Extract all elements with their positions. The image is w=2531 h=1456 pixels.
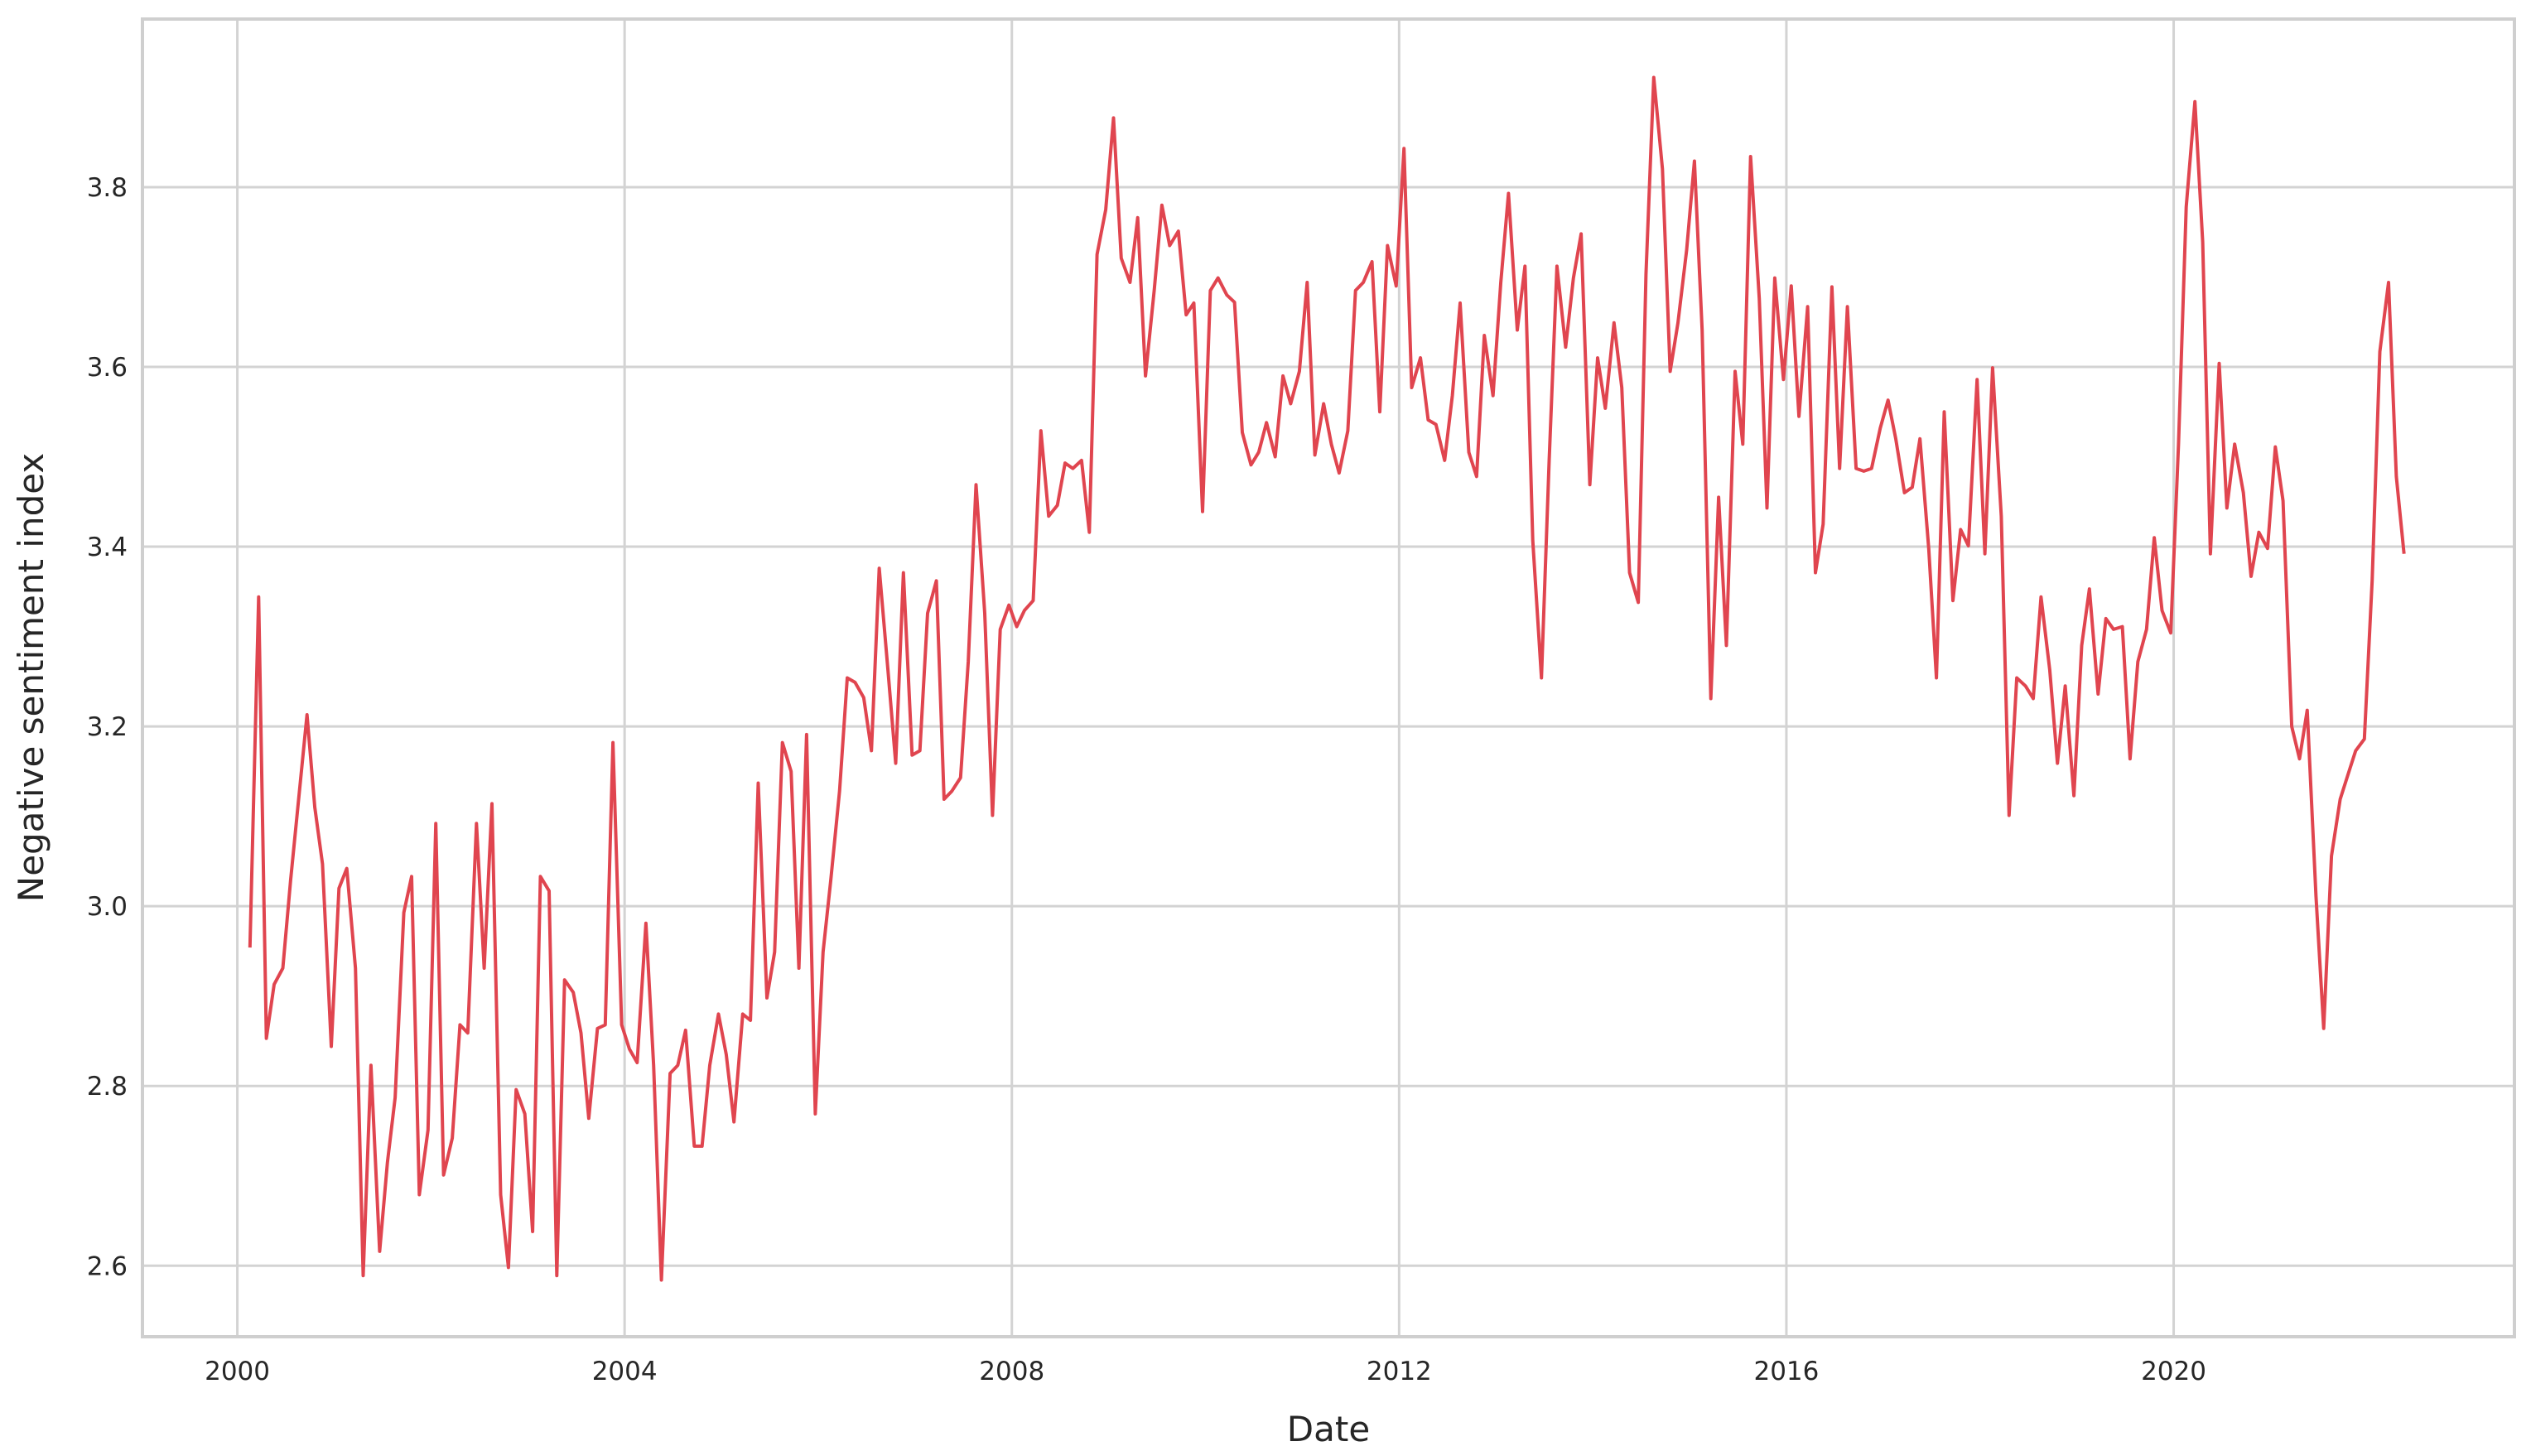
- y-axis-label: Negative sentiment index: [11, 453, 51, 902]
- x-tick-label: 2008: [979, 1357, 1044, 1386]
- x-tick-label: 2016: [1753, 1357, 1819, 1386]
- x-tick-label: 2004: [592, 1357, 658, 1386]
- y-tick-label: 3.6: [87, 353, 128, 383]
- y-tick-label: 3.0: [87, 892, 128, 922]
- x-axis-label: Date: [1287, 1409, 1370, 1449]
- y-tick-label: 2.6: [87, 1251, 128, 1281]
- plot-frame: [141, 17, 2516, 1338]
- data-line: [248, 75, 2406, 1282]
- y-tick-label: 3.2: [87, 712, 128, 742]
- y-tick-label: 3.4: [87, 533, 128, 562]
- y-tick-label: 3.8: [87, 173, 128, 203]
- x-tick-label: 2000: [205, 1357, 270, 1386]
- y-tick-label: 2.8: [87, 1072, 128, 1102]
- x-tick-label: 2020: [2141, 1357, 2206, 1386]
- x-tick-label: 2012: [1367, 1357, 1432, 1386]
